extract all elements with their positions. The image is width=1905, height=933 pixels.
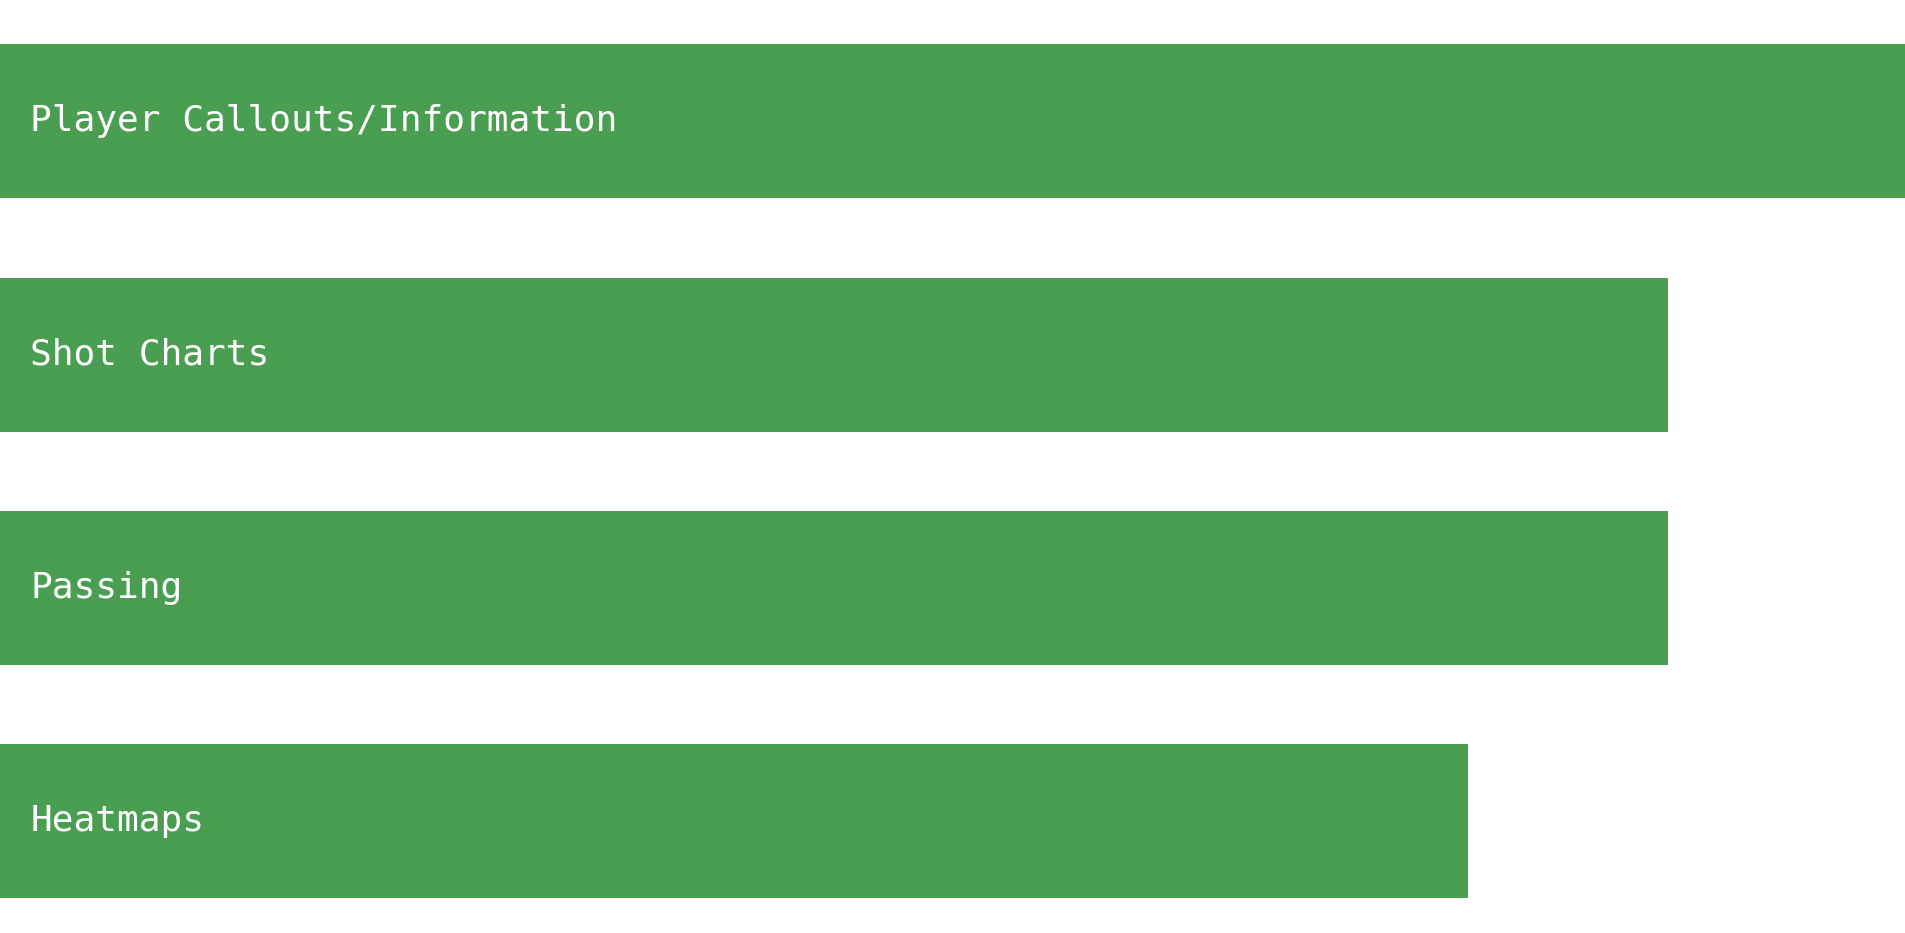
FancyBboxPatch shape [0, 745, 1467, 898]
FancyBboxPatch shape [0, 511, 1667, 665]
FancyBboxPatch shape [0, 278, 1667, 431]
Text: Heatmaps: Heatmaps [30, 804, 204, 838]
FancyBboxPatch shape [0, 44, 1905, 199]
Text: Shot Charts: Shot Charts [30, 338, 271, 371]
Text: Passing: Passing [30, 571, 183, 605]
Text: Player Callouts/Information: Player Callouts/Information [30, 104, 617, 138]
